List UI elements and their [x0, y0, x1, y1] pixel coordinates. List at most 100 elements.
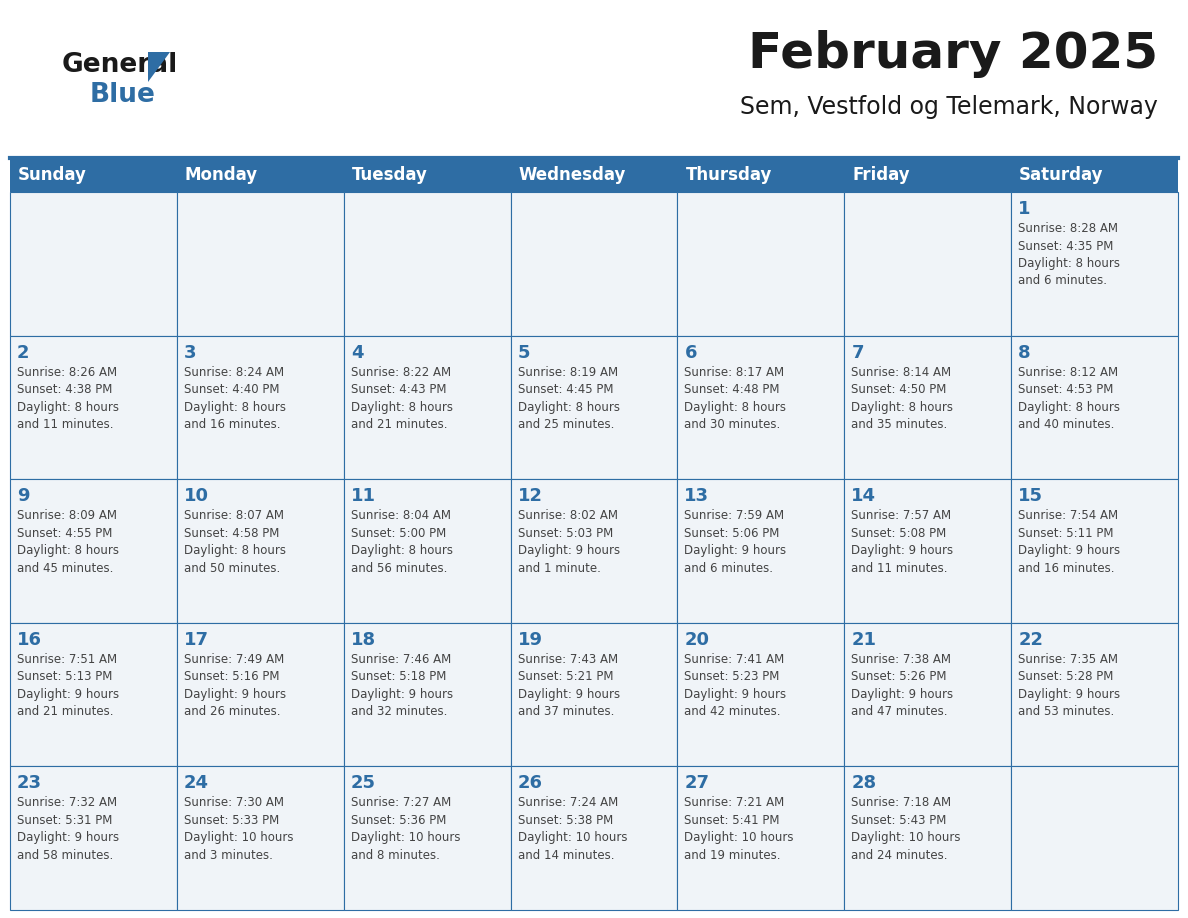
Bar [177, 767, 343, 910]
Bar [845, 192, 1011, 336]
Bar [177, 622, 343, 767]
Bar [845, 336, 1011, 479]
Bar [677, 192, 845, 336]
Text: 27: 27 [684, 775, 709, 792]
Bar [10, 158, 177, 192]
Text: Blue: Blue [90, 82, 156, 108]
Text: 2: 2 [17, 343, 30, 362]
Text: 15: 15 [1018, 487, 1043, 505]
Text: Thursday: Thursday [685, 166, 772, 184]
Text: 11: 11 [350, 487, 375, 505]
Text: Sunrise: 8:22 AM
Sunset: 4:43 PM
Daylight: 8 hours
and 21 minutes.: Sunrise: 8:22 AM Sunset: 4:43 PM Dayligh… [350, 365, 453, 431]
Text: 7: 7 [852, 343, 864, 362]
Text: Sunrise: 7:41 AM
Sunset: 5:23 PM
Daylight: 9 hours
and 42 minutes.: Sunrise: 7:41 AM Sunset: 5:23 PM Dayligh… [684, 653, 786, 718]
Bar [845, 767, 1011, 910]
Bar [677, 767, 845, 910]
Bar [1011, 479, 1178, 622]
Bar [343, 622, 511, 767]
Bar [343, 479, 511, 622]
Text: Sunrise: 7:21 AM
Sunset: 5:41 PM
Daylight: 10 hours
and 19 minutes.: Sunrise: 7:21 AM Sunset: 5:41 PM Dayligh… [684, 797, 794, 862]
Text: Sunrise: 8:24 AM
Sunset: 4:40 PM
Daylight: 8 hours
and 16 minutes.: Sunrise: 8:24 AM Sunset: 4:40 PM Dayligh… [184, 365, 286, 431]
Bar [177, 479, 343, 622]
Bar [677, 158, 845, 192]
Text: Sunrise: 8:04 AM
Sunset: 5:00 PM
Daylight: 8 hours
and 56 minutes.: Sunrise: 8:04 AM Sunset: 5:00 PM Dayligh… [350, 509, 453, 575]
Text: General: General [62, 52, 178, 78]
Bar [177, 158, 343, 192]
Bar [511, 767, 677, 910]
Text: 4: 4 [350, 343, 364, 362]
Bar [677, 622, 845, 767]
Text: Monday: Monday [185, 166, 258, 184]
Bar [677, 479, 845, 622]
Text: Tuesday: Tuesday [352, 166, 428, 184]
Text: 8: 8 [1018, 343, 1031, 362]
Text: Friday: Friday [852, 166, 910, 184]
Text: 16: 16 [17, 631, 42, 649]
Bar [1011, 622, 1178, 767]
Polygon shape [148, 52, 170, 82]
Text: 17: 17 [184, 631, 209, 649]
Bar [511, 479, 677, 622]
Text: 5: 5 [518, 343, 530, 362]
Text: 26: 26 [518, 775, 543, 792]
Text: Sunrise: 8:02 AM
Sunset: 5:03 PM
Daylight: 9 hours
and 1 minute.: Sunrise: 8:02 AM Sunset: 5:03 PM Dayligh… [518, 509, 620, 575]
Bar [177, 192, 343, 336]
Text: Sunrise: 8:17 AM
Sunset: 4:48 PM
Daylight: 8 hours
and 30 minutes.: Sunrise: 8:17 AM Sunset: 4:48 PM Dayligh… [684, 365, 786, 431]
Text: 6: 6 [684, 343, 697, 362]
Text: 1: 1 [1018, 200, 1031, 218]
Text: 3: 3 [184, 343, 196, 362]
Text: Sunrise: 8:14 AM
Sunset: 4:50 PM
Daylight: 8 hours
and 35 minutes.: Sunrise: 8:14 AM Sunset: 4:50 PM Dayligh… [852, 365, 953, 431]
Text: 18: 18 [350, 631, 375, 649]
Bar [511, 622, 677, 767]
Text: Sunrise: 7:18 AM
Sunset: 5:43 PM
Daylight: 10 hours
and 24 minutes.: Sunrise: 7:18 AM Sunset: 5:43 PM Dayligh… [852, 797, 961, 862]
Bar [845, 479, 1011, 622]
Text: Sunrise: 7:32 AM
Sunset: 5:31 PM
Daylight: 9 hours
and 58 minutes.: Sunrise: 7:32 AM Sunset: 5:31 PM Dayligh… [17, 797, 119, 862]
Text: February 2025: February 2025 [748, 30, 1158, 78]
Bar [1011, 192, 1178, 336]
Text: Sunday: Sunday [18, 166, 87, 184]
Text: Saturday: Saturday [1019, 166, 1104, 184]
Text: Sunrise: 7:35 AM
Sunset: 5:28 PM
Daylight: 9 hours
and 53 minutes.: Sunrise: 7:35 AM Sunset: 5:28 PM Dayligh… [1018, 653, 1120, 718]
Text: Sunrise: 8:19 AM
Sunset: 4:45 PM
Daylight: 8 hours
and 25 minutes.: Sunrise: 8:19 AM Sunset: 4:45 PM Dayligh… [518, 365, 620, 431]
Text: Sunrise: 7:54 AM
Sunset: 5:11 PM
Daylight: 9 hours
and 16 minutes.: Sunrise: 7:54 AM Sunset: 5:11 PM Dayligh… [1018, 509, 1120, 575]
Text: Sunrise: 7:51 AM
Sunset: 5:13 PM
Daylight: 9 hours
and 21 minutes.: Sunrise: 7:51 AM Sunset: 5:13 PM Dayligh… [17, 653, 119, 718]
Bar [10, 336, 177, 479]
Text: 25: 25 [350, 775, 375, 792]
Bar [343, 767, 511, 910]
Text: 23: 23 [17, 775, 42, 792]
Bar [10, 479, 177, 622]
Bar [511, 192, 677, 336]
Text: 12: 12 [518, 487, 543, 505]
Text: 22: 22 [1018, 631, 1043, 649]
Text: Wednesday: Wednesday [519, 166, 626, 184]
Bar [677, 336, 845, 479]
Bar [1011, 767, 1178, 910]
Bar [511, 336, 677, 479]
Text: Sunrise: 8:28 AM
Sunset: 4:35 PM
Daylight: 8 hours
and 6 minutes.: Sunrise: 8:28 AM Sunset: 4:35 PM Dayligh… [1018, 222, 1120, 287]
Text: Sunrise: 8:12 AM
Sunset: 4:53 PM
Daylight: 8 hours
and 40 minutes.: Sunrise: 8:12 AM Sunset: 4:53 PM Dayligh… [1018, 365, 1120, 431]
Text: 20: 20 [684, 631, 709, 649]
Text: 21: 21 [852, 631, 877, 649]
Bar [343, 158, 511, 192]
Bar [1011, 336, 1178, 479]
Text: 14: 14 [852, 487, 877, 505]
Bar [177, 336, 343, 479]
Text: 13: 13 [684, 487, 709, 505]
Bar [1011, 158, 1178, 192]
Bar [845, 158, 1011, 192]
Text: Sunrise: 7:43 AM
Sunset: 5:21 PM
Daylight: 9 hours
and 37 minutes.: Sunrise: 7:43 AM Sunset: 5:21 PM Dayligh… [518, 653, 620, 718]
Text: 19: 19 [518, 631, 543, 649]
Text: Sunrise: 8:26 AM
Sunset: 4:38 PM
Daylight: 8 hours
and 11 minutes.: Sunrise: 8:26 AM Sunset: 4:38 PM Dayligh… [17, 365, 119, 431]
Text: Sunrise: 8:09 AM
Sunset: 4:55 PM
Daylight: 8 hours
and 45 minutes.: Sunrise: 8:09 AM Sunset: 4:55 PM Dayligh… [17, 509, 119, 575]
Bar [511, 158, 677, 192]
Text: 24: 24 [184, 775, 209, 792]
Text: 10: 10 [184, 487, 209, 505]
Text: Sunrise: 7:24 AM
Sunset: 5:38 PM
Daylight: 10 hours
and 14 minutes.: Sunrise: 7:24 AM Sunset: 5:38 PM Dayligh… [518, 797, 627, 862]
Bar [343, 336, 511, 479]
Text: Sunrise: 8:07 AM
Sunset: 4:58 PM
Daylight: 8 hours
and 50 minutes.: Sunrise: 8:07 AM Sunset: 4:58 PM Dayligh… [184, 509, 286, 575]
Text: 9: 9 [17, 487, 30, 505]
Text: Sunrise: 7:49 AM
Sunset: 5:16 PM
Daylight: 9 hours
and 26 minutes.: Sunrise: 7:49 AM Sunset: 5:16 PM Dayligh… [184, 653, 286, 718]
Text: Sunrise: 7:30 AM
Sunset: 5:33 PM
Daylight: 10 hours
and 3 minutes.: Sunrise: 7:30 AM Sunset: 5:33 PM Dayligh… [184, 797, 293, 862]
Text: Sunrise: 7:59 AM
Sunset: 5:06 PM
Daylight: 9 hours
and 6 minutes.: Sunrise: 7:59 AM Sunset: 5:06 PM Dayligh… [684, 509, 786, 575]
Text: 28: 28 [852, 775, 877, 792]
